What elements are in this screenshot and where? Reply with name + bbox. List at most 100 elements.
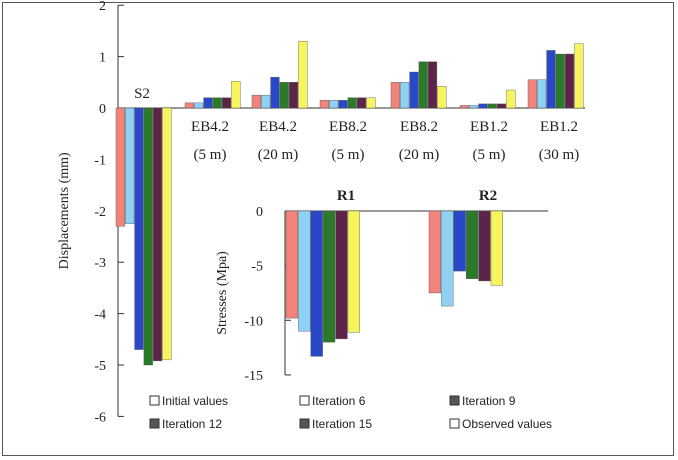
bar	[143, 107, 153, 366]
bar	[298, 40, 308, 109]
legend-swatch	[299, 418, 310, 429]
bar	[478, 103, 488, 109]
bar	[428, 61, 438, 109]
bar	[555, 53, 565, 109]
bar	[194, 102, 204, 109]
y-axis-label: Displacements (mm)	[57, 152, 72, 269]
group-sublabel: (5 m)	[332, 147, 365, 163]
legend-label: Initial values	[162, 394, 228, 408]
legend: Initial values Iteration 6 Iteration 9 Iter…	[149, 394, 552, 431]
bar	[329, 100, 339, 109]
legend-label: Iteration 6	[312, 394, 366, 408]
bar	[409, 71, 419, 109]
bar	[162, 107, 172, 361]
bar	[261, 94, 271, 109]
group-label: R2	[479, 188, 497, 204]
group-label: EB8.2	[329, 119, 367, 135]
bar	[298, 210, 311, 332]
y-tick-label: 0	[256, 205, 263, 220]
group-label: R1	[337, 188, 355, 204]
bar	[184, 102, 194, 109]
y-tick-label: 2	[99, 0, 106, 14]
legend-swatch	[149, 418, 160, 429]
legend-label: Iteration 12	[162, 417, 222, 431]
bar	[418, 61, 428, 109]
bar	[152, 107, 163, 362]
y-axis-label: Stresses (Mpa)	[215, 251, 230, 335]
bar	[537, 79, 547, 109]
group-label: EB4.2	[259, 119, 297, 135]
bar	[335, 210, 348, 340]
group-label: EB8.2	[400, 119, 438, 135]
bar	[574, 43, 584, 109]
legend-swatch	[299, 395, 310, 406]
group-sublabel: (20 m)	[399, 147, 439, 163]
legend-label: Observed values	[462, 417, 552, 431]
bar	[459, 105, 469, 109]
bar	[490, 210, 504, 286]
bar	[357, 97, 367, 109]
bar	[441, 210, 454, 307]
group-sublabel: (30 m)	[539, 147, 579, 163]
bar	[203, 97, 213, 109]
bar	[546, 50, 556, 109]
bar	[347, 97, 357, 109]
bar	[497, 103, 507, 109]
group-label: EB4.2	[191, 119, 229, 135]
bar	[310, 210, 323, 357]
y-tick-label: -1	[94, 153, 106, 168]
displacement-chart: 2 1 0 -1 -2 -3 -4 -5 -6 Displacements (mm) S2 EB4.2…	[57, 0, 585, 425]
bar	[338, 100, 348, 109]
y-tick-label: -3	[94, 256, 106, 271]
y-tick-label: -5	[251, 260, 263, 275]
bar	[115, 107, 125, 227]
bar	[289, 82, 299, 109]
y-tick-label: -6	[94, 410, 106, 425]
stress-chart: 0 -5 -10 -15 Stresses (Mpa) R1 R2	[215, 188, 548, 384]
group-sublabel: (5 m)	[473, 147, 506, 163]
bar	[366, 97, 376, 109]
bar	[390, 82, 400, 109]
bar	[478, 210, 491, 282]
bar	[319, 100, 329, 109]
bar	[400, 82, 410, 109]
bar	[437, 86, 447, 109]
bar	[323, 210, 336, 343]
bar	[347, 210, 361, 333]
bar	[506, 89, 516, 109]
bar	[231, 81, 241, 109]
bar	[221, 97, 232, 109]
group-label: S2	[134, 86, 150, 102]
bar	[212, 97, 222, 109]
bar	[428, 210, 442, 294]
y-tick-label: -4	[94, 308, 106, 323]
bar	[565, 53, 575, 109]
bar	[134, 107, 144, 350]
y-tick-label: -10	[244, 314, 263, 329]
y-tick-label: -5	[94, 359, 106, 374]
group-sublabel: (5 m)	[194, 147, 227, 163]
group-label: EB1.2	[470, 119, 508, 135]
y-tick-label: -2	[94, 205, 106, 220]
legend-swatch	[149, 395, 160, 406]
group-sublabel: (20 m)	[258, 147, 298, 163]
bar	[487, 103, 497, 109]
bar	[285, 210, 299, 319]
bar	[279, 82, 289, 109]
y-tick-label: -15	[244, 369, 263, 384]
y-tick-label: 0	[99, 102, 106, 117]
bar	[469, 105, 479, 109]
bar	[125, 107, 135, 224]
legend-swatch	[449, 395, 460, 406]
bar	[251, 94, 261, 109]
bar	[453, 210, 466, 272]
legend-label: Iteration 15	[312, 417, 372, 431]
bar	[466, 210, 479, 279]
bar	[527, 79, 537, 109]
legend-label: Iteration 9	[462, 394, 516, 408]
legend-swatch	[449, 418, 460, 429]
group-label: EB1.2	[540, 119, 578, 135]
bar	[270, 76, 280, 109]
y-tick-label: 1	[99, 51, 106, 66]
